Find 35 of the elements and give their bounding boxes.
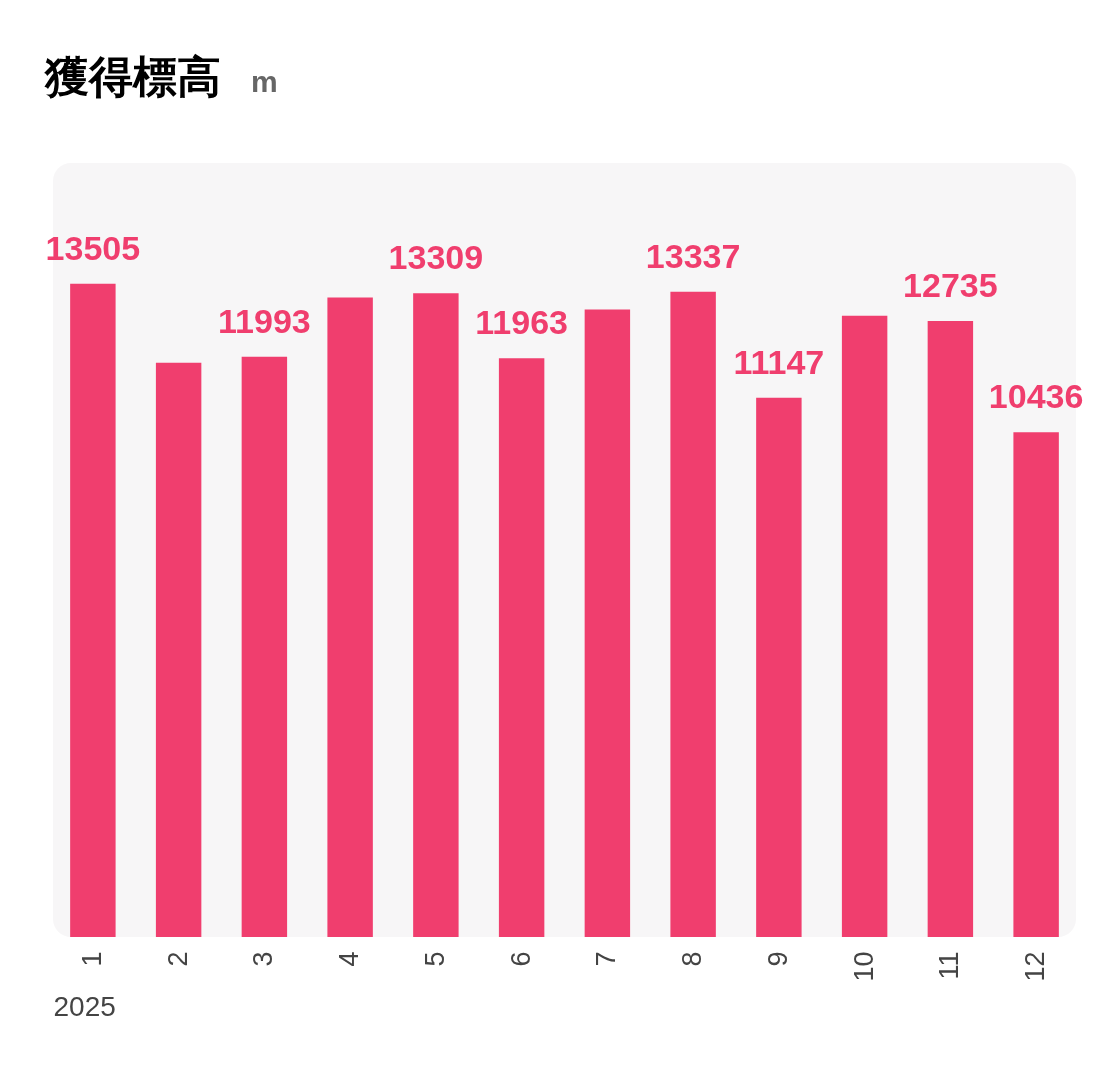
bar [70,283,116,937]
bar [584,309,631,937]
data-label: 11147 [733,342,825,381]
data-label: 11963 [475,303,568,342]
data-label: 13505 [45,228,141,267]
bar [241,356,288,937]
x-tick-label: 3 [248,951,279,967]
x-tick-label: 7 [591,951,622,967]
data-label: 12735 [903,265,998,304]
bar [498,358,545,937]
data-label: 11993 [218,301,311,340]
x-axis-title: 2025 [53,990,116,1022]
x-tick-label: 10 [848,951,879,982]
data-label: 13337 [645,236,741,275]
bar [155,362,202,937]
bar [670,291,716,937]
data-label: 10436 [988,377,1084,416]
x-tick-label: 6 [505,951,536,967]
data-label: 13309 [388,238,484,277]
chart-title: 獲得標高 [45,50,221,104]
chart-subtitle: m [251,65,278,99]
x-tick-label: 9 [762,951,793,967]
bar [413,293,459,937]
x-tick-label: 4 [334,951,365,967]
x-tick-label: 11 [934,951,965,980]
x-tick-label: 12 [1020,951,1051,982]
bar [327,297,373,937]
x-tick-label: 8 [677,951,708,967]
bar [927,320,974,937]
x-tick-label: 1 [76,951,107,967]
x-tick-label: 2 [162,951,193,967]
bar [756,397,802,937]
bar [841,315,888,937]
x-tick-label: 5 [419,951,450,967]
bar [1013,432,1059,937]
